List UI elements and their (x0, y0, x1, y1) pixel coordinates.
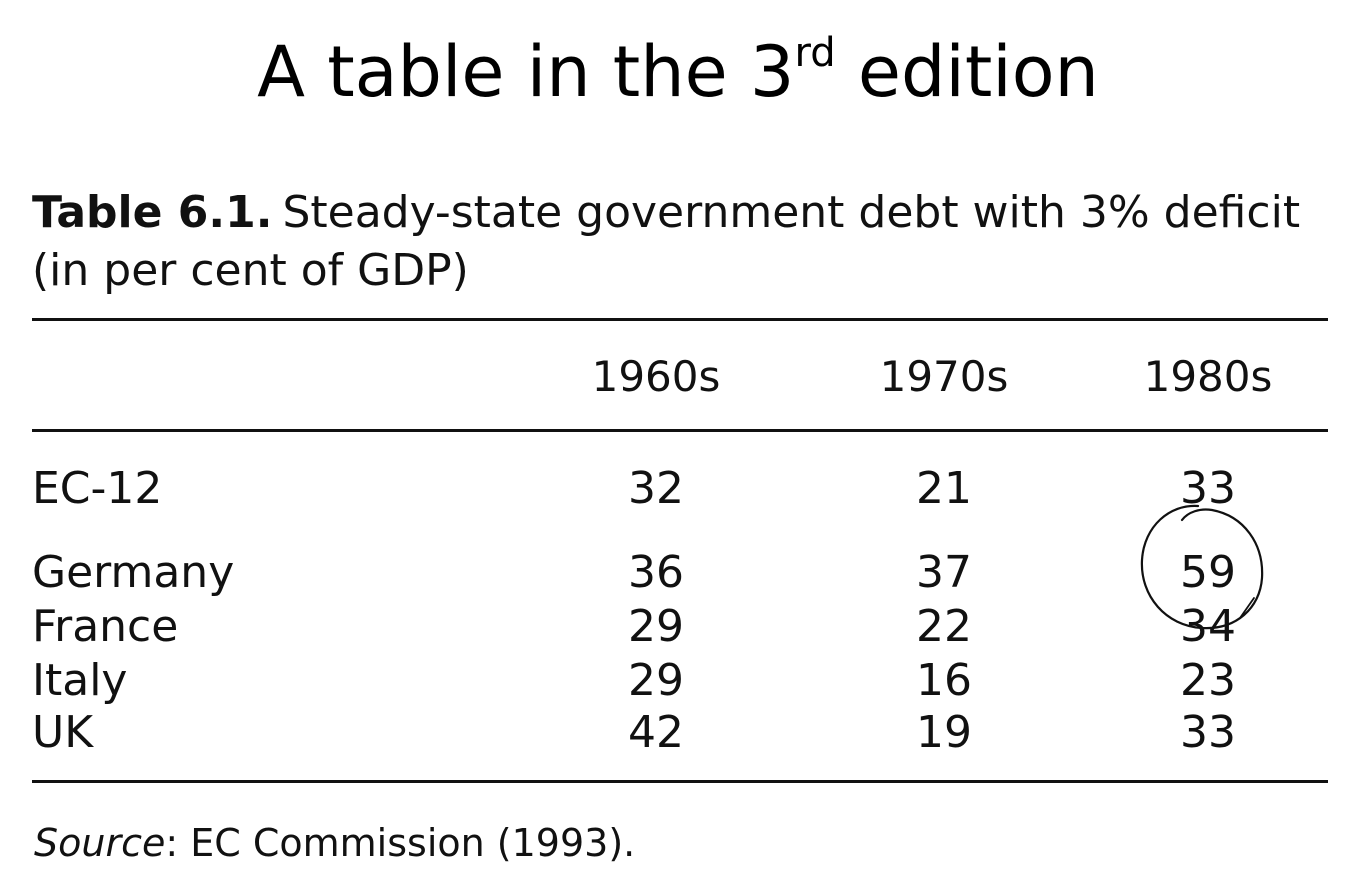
table-cell: 29 (628, 655, 684, 706)
column-header-1980s: 1980s (1143, 352, 1273, 401)
table-cell: 16 (916, 655, 972, 706)
table-cell: 33 (1180, 463, 1236, 514)
row-label: UK (32, 707, 94, 758)
row-label: Germany (32, 547, 235, 598)
row-label: EC-12 (32, 463, 163, 514)
slide-title: A table in the 3rd edition (257, 30, 1099, 113)
table-cell: 19 (916, 707, 972, 758)
circled-value: 59 (1180, 547, 1236, 598)
table-cell: 42 (628, 707, 684, 758)
table-source-note: Source: EC Commission (1993). (34, 818, 635, 868)
table-cell-circled: 59 (1108, 504, 1308, 630)
table-row: Germany 36 37 59 (0, 504, 1356, 630)
table-cell: 33 (1180, 707, 1236, 758)
table-bottom-rule (32, 780, 1328, 783)
column-header-1970s: 1970s (879, 352, 1009, 401)
row-label: Italy (32, 655, 128, 706)
table-row: EC-12 32 21 33 (0, 462, 1356, 516)
table-cell: 37 (916, 547, 972, 598)
table-header-rule (32, 429, 1328, 432)
table-top-rule (32, 318, 1328, 321)
table-cell: 34 (1180, 601, 1236, 652)
table-row: Italy 29 16 23 (0, 654, 1356, 708)
source-label: Source (34, 821, 166, 865)
table-cell: 22 (916, 601, 972, 652)
table-cell: 21 (916, 463, 972, 514)
table-cell: 29 (628, 601, 684, 652)
table-cell: 32 (628, 463, 684, 514)
title-superscript: rd (794, 30, 836, 76)
table-caption-text: Steady-state government debt with 3% def… (32, 187, 1301, 296)
table-caption: Table 6.1. Steady-state government debt w… (32, 184, 1332, 300)
row-label: France (32, 601, 179, 652)
table-cell: 36 (628, 547, 684, 598)
table-row: France 29 22 34 (0, 600, 1356, 654)
source-text: : EC Commission (1993). (165, 821, 636, 865)
table-caption-label: Table 6.1. (32, 187, 273, 238)
table-cell: 23 (1180, 655, 1236, 706)
column-header-1960s: 1960s (591, 352, 721, 401)
table-row: UK 42 19 33 (0, 706, 1356, 760)
